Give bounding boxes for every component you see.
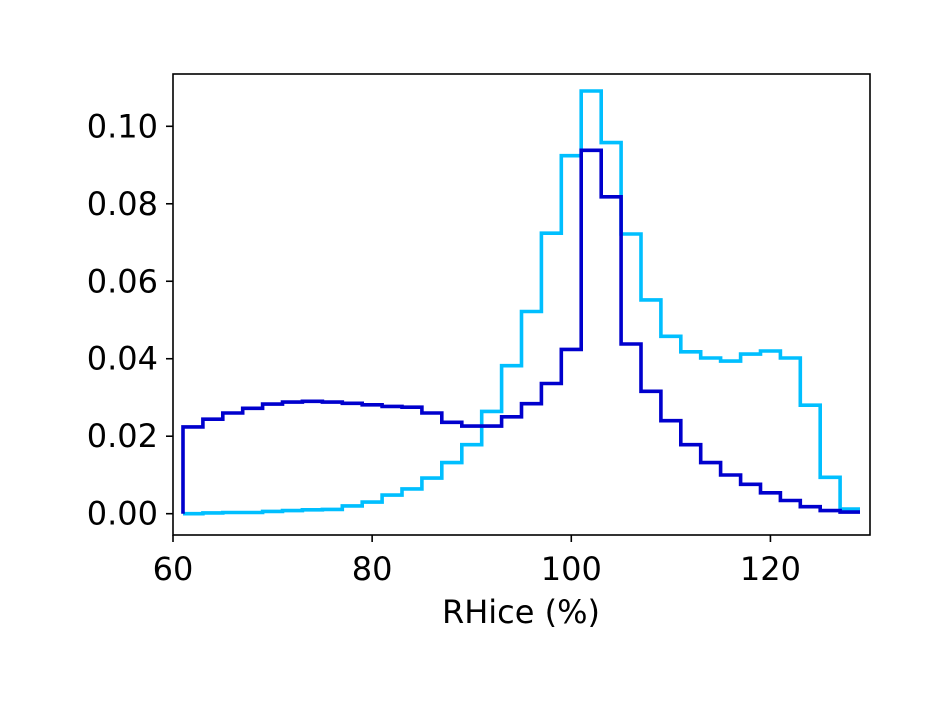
x-tick-label: 120 [740,550,801,588]
x-tick-label: 80 [352,550,393,588]
x-tick-label: 60 [153,550,194,588]
histogram-series-1 [183,89,860,516]
y-tick-label: 0.04 [87,340,158,378]
x-axis-label: RHice (%) [442,593,600,631]
series-layer [181,89,860,516]
histogram-series-2 [181,148,860,514]
y-tick-label: 0.08 [87,185,158,223]
y-axis-ticks: 0.00 0.02 0.04 0.06 0.08 0.10 [87,107,173,533]
plot-frame [172,73,871,536]
y-tick-label: 0.00 [87,495,158,533]
y-tick-label: 0.02 [87,417,158,455]
y-tick-label: 0.06 [87,262,158,300]
y-tick-label: 0.10 [87,107,158,145]
x-axis-ticks: 60 80 100 120 [153,535,801,588]
x-tick-label: 100 [541,550,602,588]
